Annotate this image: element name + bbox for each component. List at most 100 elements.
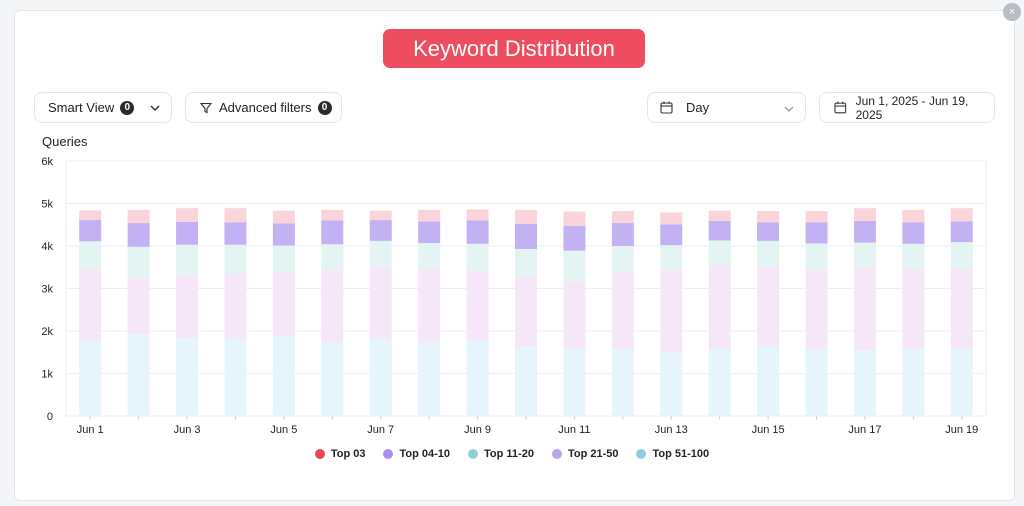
chart-title: Keyword Distribution	[383, 29, 645, 68]
legend-item[interactable]: Top 51-100	[636, 448, 709, 460]
bar-segment-top-03	[515, 209, 537, 224]
granularity-select[interactable]: Day	[647, 92, 806, 123]
bar-segment-top-04-10	[950, 221, 973, 243]
legend-label: Top 51-100	[652, 448, 710, 460]
bar-segment-top-11-20	[127, 246, 150, 278]
bar-segment-top-11-20	[853, 242, 876, 268]
x-tick-label: Jun 5	[270, 424, 297, 436]
bar-segment-top-11-20	[224, 244, 247, 275]
x-tick-label: Jun 13	[655, 424, 688, 436]
advanced-filters-label: Advanced filters	[219, 100, 312, 115]
smart-view-dropdown[interactable]: Smart View 0	[34, 92, 172, 123]
bar-segment-top-51-100	[369, 338, 392, 416]
bar-segment-top-03	[272, 210, 295, 224]
x-tick-label: Jun 1	[77, 424, 104, 436]
bar-segment-top-11-20	[611, 246, 634, 272]
chart-legend: Top 03 Top 04-10 Top 11-20 Top 21-50 Top 51-…	[0, 448, 1024, 460]
bar-segment-top-21-50	[418, 268, 441, 343]
close-button[interactable]: ×	[1003, 3, 1021, 21]
bar-segment-top-03	[853, 208, 876, 221]
bar-segment-top-04-10	[418, 221, 441, 244]
bar-segment-top-21-50	[79, 268, 102, 341]
granularity-value: Day	[686, 100, 710, 115]
bar-segment-top-21-50	[272, 271, 295, 337]
bar-segment-top-11-20	[805, 243, 828, 270]
bar-segment-top-11-20	[902, 243, 925, 269]
bar-segment-top-04-10	[369, 220, 392, 241]
bar-segment-top-21-50	[224, 274, 247, 339]
bar-segment-top-03	[611, 211, 634, 224]
bar-segment-top-21-50	[321, 269, 344, 343]
bar-segment-top-03	[902, 209, 925, 223]
bar-segment-top-51-100	[79, 340, 102, 416]
bar-segment-top-11-20	[369, 240, 392, 267]
date-range-value: Jun 1, 2025 - Jun 19, 2025	[855, 93, 969, 122]
bar-segment-top-04-10	[515, 223, 537, 249]
bar-segment-top-03	[418, 209, 441, 222]
bar-segment-top-51-100	[708, 348, 731, 416]
bar-segment-top-04-10	[611, 223, 634, 246]
bar-segment-top-11-20	[466, 243, 489, 271]
bar-segment-top-04-10	[902, 222, 925, 244]
legend-item[interactable]: Top 03	[314, 448, 365, 460]
calendar-icon	[660, 101, 673, 114]
legend-dot-icon	[551, 449, 562, 459]
chevron-down-icon	[150, 105, 160, 112]
y-tick-label: 1k	[41, 369, 53, 381]
x-tick-label: Jun 17	[848, 424, 881, 436]
bar-segment-top-11-20	[708, 240, 731, 266]
bar-segment-top-03	[369, 210, 392, 221]
legend-label: Top 11-20	[484, 448, 534, 460]
advanced-filters-count-badge: 0	[317, 100, 332, 115]
filter-icon	[200, 102, 212, 113]
bar-segment-top-11-20	[950, 242, 973, 269]
x-tick-label: Jun 9	[464, 424, 491, 436]
bar-segment-top-04-10	[224, 222, 247, 245]
bar-segment-top-21-50	[660, 269, 683, 353]
bar-segment-top-11-20	[272, 245, 295, 272]
bar-segment-top-21-50	[853, 267, 876, 351]
legend-item[interactable]: Top 04-10	[383, 448, 450, 460]
bar-segment-top-03	[321, 209, 344, 221]
bar-segment-top-21-50	[176, 275, 199, 339]
bar-segment-top-04-10	[272, 223, 295, 246]
x-tick-label: Jun 3	[174, 424, 201, 436]
bar-segment-top-03	[176, 208, 199, 222]
bar-segment-top-51-100	[805, 349, 828, 416]
bar-segment-top-03	[757, 211, 780, 223]
bar-segment-top-11-20	[418, 243, 441, 269]
bar-segment-top-51-100	[563, 349, 586, 416]
bar-segment-top-11-20	[176, 244, 199, 276]
bar-segment-top-11-20	[563, 250, 586, 282]
bar-segment-top-03	[950, 208, 973, 222]
legend-item[interactable]: Top 21-50	[551, 448, 618, 460]
bar-segment-top-51-100	[418, 342, 441, 416]
bar-segment-top-04-10	[853, 220, 876, 243]
bar-segment-top-21-50	[515, 276, 537, 347]
y-tick-label: 6k	[41, 156, 53, 168]
bar-segment-top-04-10	[563, 226, 586, 251]
advanced-filters-button[interactable]: Advanced filters 0	[185, 92, 342, 123]
bar-segment-top-21-50	[708, 265, 731, 349]
legend-item[interactable]: Top 11-20	[468, 448, 534, 460]
bar-segment-top-51-100	[853, 350, 876, 416]
bar-segment-top-51-100	[950, 349, 973, 416]
bar-segment-top-03	[563, 211, 586, 227]
chevron-down-icon	[784, 106, 794, 112]
x-tick-label: Jun 7	[367, 424, 394, 436]
bar-segment-top-21-50	[127, 277, 150, 334]
date-range-picker[interactable]: Jun 1, 2025 - Jun 19, 2025	[819, 92, 995, 123]
bar-segment-top-04-10	[708, 220, 731, 241]
bar-segment-top-04-10	[805, 222, 828, 244]
legend-dot-icon	[468, 449, 479, 459]
bar-segment-top-21-50	[757, 266, 780, 346]
bar-segment-top-04-10	[321, 220, 344, 245]
bar-segment-top-03	[79, 210, 102, 221]
legend-label: Top 04-10	[399, 448, 451, 460]
x-tick-label: Jun 19	[945, 424, 978, 436]
bar-segment-top-21-50	[805, 269, 828, 350]
bar-segment-top-03	[127, 209, 150, 224]
y-tick-label: 0	[47, 411, 53, 423]
bar-segment-top-51-100	[515, 346, 537, 416]
